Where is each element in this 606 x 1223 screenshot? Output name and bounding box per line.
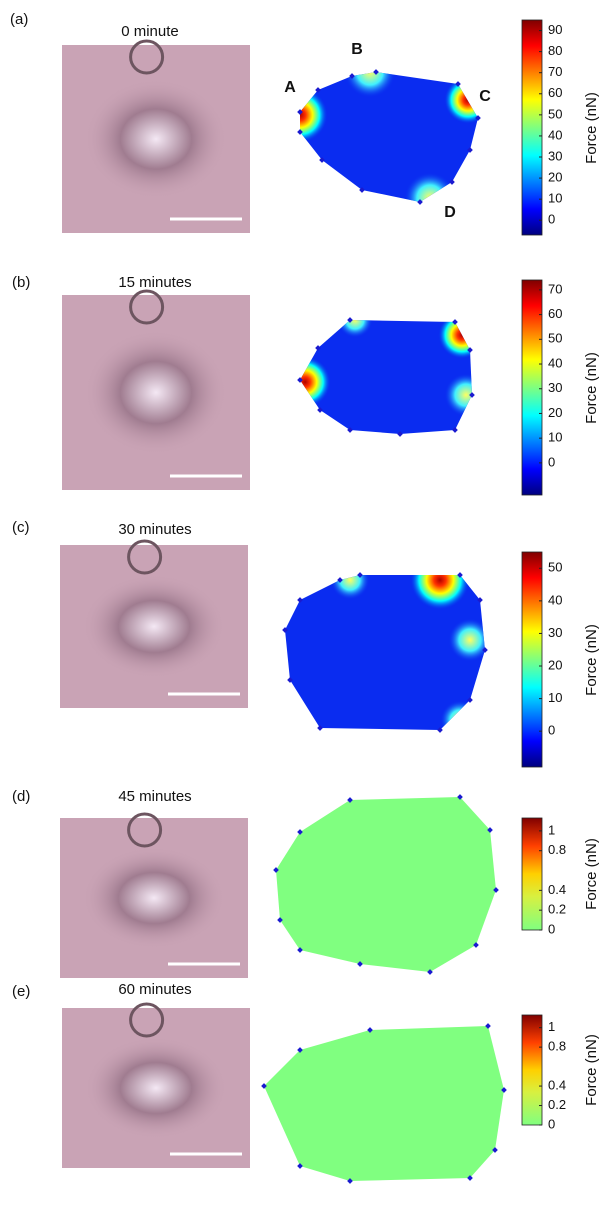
- colorbar-tick-label: 50: [548, 560, 562, 575]
- colorbar-tick-label: 0.2: [548, 902, 566, 917]
- hotspot: [448, 618, 492, 662]
- colorbar-tick-label: 40: [548, 127, 562, 142]
- colorbar: [522, 818, 542, 930]
- colorbar-tick-label: 90: [548, 22, 562, 37]
- hotspot: [438, 311, 486, 359]
- panel-title: 0 minute: [121, 23, 179, 40]
- point-marker: D: [444, 204, 456, 221]
- panel-label: (c): [12, 519, 30, 536]
- colorbar-tick-label: 70: [548, 281, 562, 296]
- colorbar-tick-label: 60: [548, 306, 562, 321]
- hotspot: [337, 302, 373, 338]
- colorbar-label: Force (nN): [583, 1034, 600, 1106]
- colorbar: [522, 1015, 542, 1125]
- colorbar-tick-label: 0.4: [548, 882, 566, 897]
- colorbar-tick-label: 40: [548, 355, 562, 370]
- colorbar-tick-label: 10: [548, 690, 562, 705]
- panel-label: (b): [12, 274, 30, 291]
- point-marker: B: [351, 41, 363, 58]
- hotspot: [279, 356, 331, 408]
- panel-title: 30 minutes: [118, 521, 191, 538]
- colorbar-tick-label: 1: [548, 1019, 555, 1034]
- point-marker: C: [479, 88, 491, 105]
- colorbar: [522, 20, 542, 235]
- hotspot: [444, 373, 488, 417]
- hotspot: [330, 560, 370, 600]
- colorbar-tick-label: 10: [548, 430, 562, 445]
- cell: [85, 330, 228, 455]
- colorbar-label: Force (nN): [583, 352, 600, 424]
- colorbar-tick-label: 0: [548, 921, 555, 936]
- colorbar-tick-label: 0.2: [548, 1097, 566, 1112]
- colorbar-tick-label: 0: [548, 212, 555, 227]
- panel-title: 45 minutes: [118, 788, 191, 805]
- force-map: [276, 797, 496, 972]
- figure: (a)0 minuteABCD0102030405060708090Force …: [0, 0, 606, 1223]
- cell: [85, 79, 228, 199]
- colorbar-tick-label: 1: [548, 822, 555, 837]
- colorbar-tick-label: 20: [548, 405, 562, 420]
- colorbar-label: Force (nN): [583, 624, 600, 696]
- colorbar-tick-label: 50: [548, 331, 562, 346]
- panel-title: 60 minutes: [118, 981, 191, 998]
- colorbar-tick-label: 30: [548, 148, 562, 163]
- hotspot: [440, 700, 480, 740]
- colorbar-tick-label: 60: [548, 85, 562, 100]
- colorbar: [522, 552, 542, 767]
- cell: [83, 574, 226, 678]
- panel-label: (a): [10, 11, 28, 28]
- point-marker: A: [284, 79, 296, 96]
- colorbar-tick-label: 30: [548, 380, 562, 395]
- colorbar-tick-label: 0: [548, 454, 555, 469]
- cell: [85, 1037, 228, 1139]
- cell: [83, 847, 226, 949]
- colorbar-tick-label: 40: [548, 592, 562, 607]
- colorbar-tick-label: 0.8: [548, 842, 566, 857]
- colorbar-tick-label: 10: [548, 191, 562, 206]
- colorbar-tick-label: 0: [548, 1116, 555, 1131]
- colorbar-tick-label: 20: [548, 170, 562, 185]
- colorbar-tick-label: 20: [548, 657, 562, 672]
- colorbar-tick-label: 80: [548, 43, 562, 58]
- panel-label: (d): [12, 788, 30, 805]
- hotspot: [410, 550, 470, 610]
- colorbar-tick-label: 0.4: [548, 1077, 566, 1092]
- colorbar-label: Force (nN): [583, 838, 600, 910]
- colorbar-tick-label: 70: [548, 64, 562, 79]
- colorbar-tick-label: 0: [548, 723, 555, 738]
- panel-title: 15 minutes: [118, 274, 191, 291]
- colorbar-tick-label: 50: [548, 106, 562, 121]
- colorbar-label: Force (nN): [583, 92, 600, 164]
- panel-label: (e): [12, 983, 30, 1000]
- colorbar-tick-label: 0.8: [548, 1039, 566, 1054]
- colorbar-tick-label: 30: [548, 625, 562, 640]
